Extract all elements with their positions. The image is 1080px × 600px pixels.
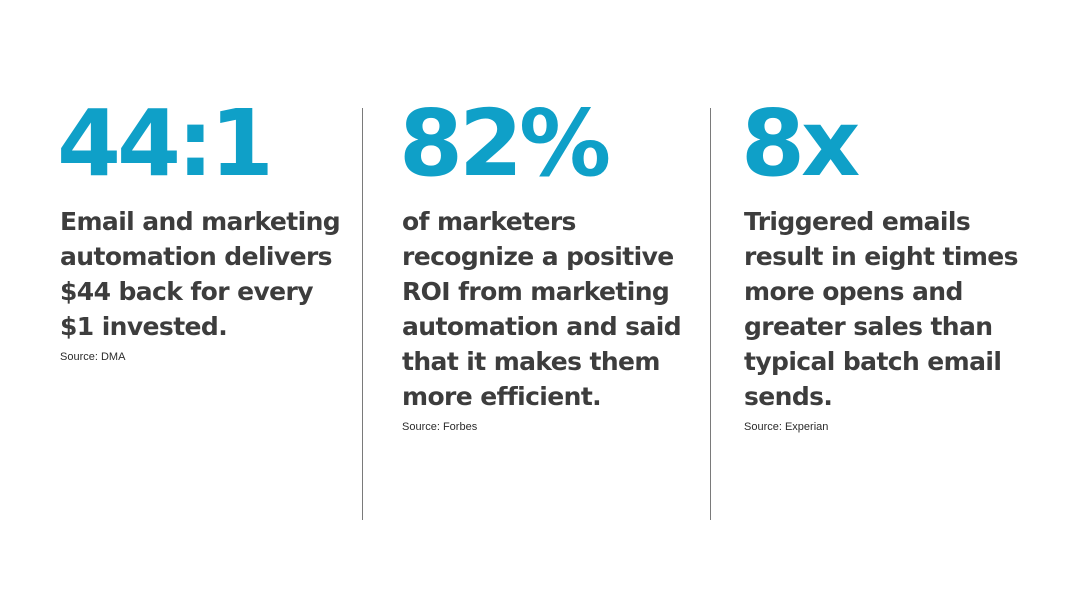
stat-value: 44:1 <box>57 90 274 197</box>
stat-source: Source: Forbes <box>402 421 478 433</box>
stat-source: Source: DMA <box>60 351 126 363</box>
stat-value: 8x <box>741 90 860 197</box>
stat-source: Source: Experian <box>744 421 829 433</box>
column-divider <box>362 108 363 520</box>
column-divider <box>710 108 711 520</box>
stat-description: Triggered emails result in eight times m… <box>744 207 1019 411</box>
stat-column-dma: 44:1 Email and marketing automation deli… <box>57 90 345 364</box>
stat-column-experian: 8x Triggered emails result in eight time… <box>741 90 1044 434</box>
stat-description: of marketers recognize a positive ROI fr… <box>402 207 682 411</box>
stat-value: 82% <box>399 90 611 197</box>
stat-column-forbes: 82% of marketers recognize a positive RO… <box>399 90 692 434</box>
stat-description: Email and marketing automation delivers … <box>60 207 341 341</box>
